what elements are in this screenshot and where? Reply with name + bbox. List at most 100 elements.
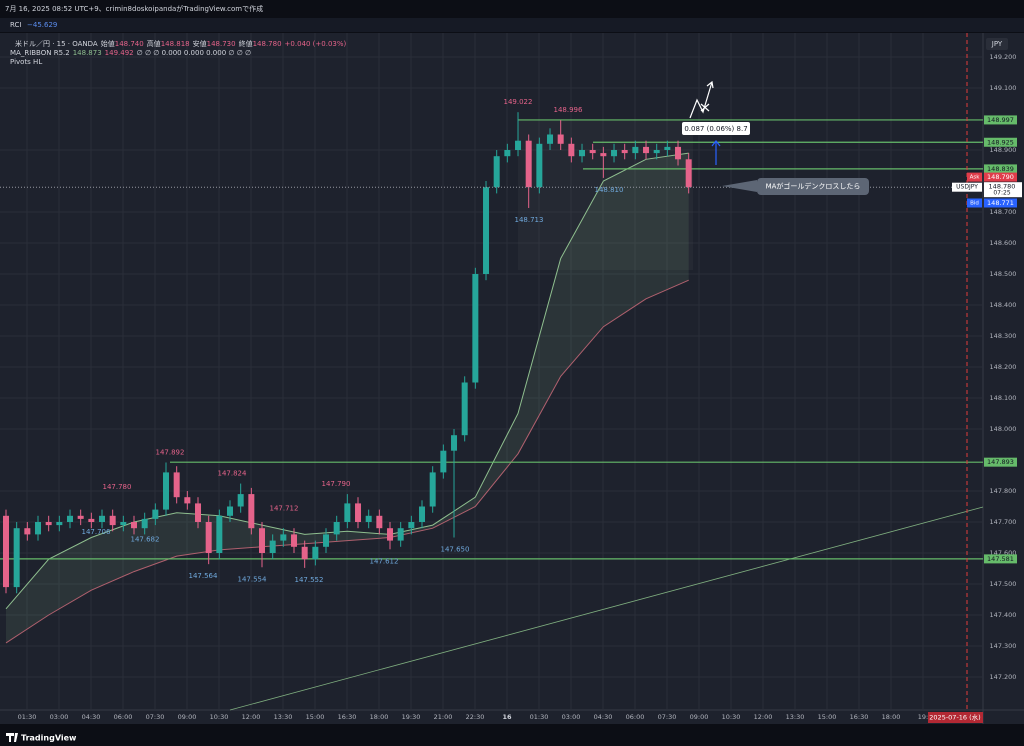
y-tick-label: 147.300 (990, 642, 1017, 650)
symbol-tag (952, 182, 982, 192)
indicator-bar (0, 18, 1024, 32)
y-tick-label: 148.000 (990, 425, 1017, 433)
level-badge (984, 554, 1017, 564)
x-tick-label: 04:30 (594, 713, 613, 721)
y-tick-label: 147.800 (990, 487, 1017, 495)
measure-label: 0.087 (0.06%) 8.7 (684, 125, 747, 133)
candle-body (525, 140, 532, 188)
x-tick-label: 06:00 (114, 713, 133, 721)
pivot-low-label: 148.713 (515, 216, 544, 224)
x-tick-label: 13:30 (786, 713, 805, 721)
ohlc-value: 148.780 (253, 40, 282, 48)
candle-body (131, 522, 138, 529)
candle-body (88, 518, 95, 522)
candle-body (611, 150, 618, 157)
y-tick-label: 148.600 (990, 239, 1017, 247)
candle-body (344, 503, 351, 522)
ohlc-value: 148.740 (115, 40, 144, 48)
candle-body (579, 150, 586, 157)
callout-box (757, 178, 869, 195)
pivot-high-label: 147.780 (103, 483, 132, 491)
y-tick-label: 148.700 (990, 208, 1017, 216)
projection-shade (518, 120, 693, 270)
y-tick-label: 148.200 (990, 363, 1017, 371)
ask-tag (967, 172, 982, 182)
level-badge (984, 164, 1017, 174)
y-tick-label: 147.500 (990, 580, 1017, 588)
footer-brand: TradingView (21, 734, 77, 743)
candle-body (632, 146, 639, 154)
candle-body (653, 150, 660, 154)
y-tick-label: 147.200 (990, 673, 1017, 681)
candle-body (600, 153, 607, 157)
candle-body (227, 506, 234, 516)
candle-body (312, 546, 319, 560)
currency-badge[interactable] (986, 38, 1008, 50)
candle-body (589, 150, 596, 154)
candle-body (141, 518, 148, 529)
pivot-low-label: 147.564 (189, 572, 218, 580)
x-tick-label: 22:30 (466, 713, 485, 721)
measure-arrow (711, 140, 721, 165)
candle-body (35, 522, 42, 535)
symbol: 米ドル／円 · 15 · OANDA (15, 39, 98, 48)
x-tick-label: 15:00 (306, 713, 325, 721)
candle-body (461, 382, 468, 436)
candle-body (536, 143, 543, 188)
pivot-high-label: 148.996 (554, 106, 583, 114)
candle-body (557, 134, 564, 144)
y-tick-label: 147.600 (990, 549, 1017, 557)
ma-line: MA_RIBBON R5.2 148.873 149.492 ∅ ∅ ∅ 0.000 … (10, 49, 251, 57)
x-tick-label: 15:00 (818, 713, 837, 721)
candle-body (301, 546, 308, 560)
ma-rest: ∅ ∅ ∅ 0.000 0.000 0.000 ∅ ∅ ∅ (137, 49, 252, 57)
candle-body (515, 140, 522, 150)
x-tick-label: 10:30 (722, 713, 741, 721)
candle-body (291, 534, 298, 547)
bid-badge (984, 198, 1017, 208)
level-label: 147.581 (987, 555, 1014, 563)
y-tick-label: 149.200 (990, 53, 1017, 61)
date-label: 2025-07-16 (水) (929, 713, 980, 722)
pivot-high-label: 149.022 (504, 98, 533, 106)
candle-body (376, 515, 383, 529)
x-tick-label: 10:30 (210, 713, 229, 721)
y-tick-label: 147.700 (990, 518, 1017, 526)
indicator-name: RCI (10, 21, 21, 29)
level-label: 148.997 (987, 116, 1014, 124)
candle-body (248, 494, 255, 529)
pivot-low-label: 147.552 (295, 576, 324, 584)
date-badge (928, 712, 983, 723)
x-tick-label: 16 (502, 713, 512, 721)
x-tick-label: 04:30 (82, 713, 101, 721)
candle-body (99, 515, 106, 522)
currency: JPY (991, 40, 1003, 48)
indicator-value: −45.629 (27, 21, 57, 29)
ask-badge (984, 172, 1017, 182)
candle-body (419, 506, 426, 522)
candle-body (216, 515, 223, 553)
candle-body (621, 150, 628, 154)
ma-value: 148.873 (73, 49, 102, 57)
trend-line (229, 506, 984, 711)
pivot-high-label: 147.824 (218, 470, 247, 478)
candle-body (67, 515, 74, 522)
y-tick-label: 149.100 (990, 84, 1017, 92)
ohlc-value: 148.730 (207, 40, 236, 48)
last-label: 148.780 (989, 183, 1016, 191)
ma-line (5, 279, 689, 644)
grid (0, 33, 983, 710)
ohlc-line: 米ドル／円 · 15 · OANDA 始値148.740 高値148.818 安値14… (15, 39, 347, 48)
x-tick-label: 18:00 (370, 713, 389, 721)
candle-body (195, 503, 202, 522)
logo (6, 733, 18, 742)
x-tick-label: 01:30 (18, 713, 37, 721)
ma-name: MA_RIBBON R5.2 (10, 49, 70, 57)
candle-body (56, 522, 63, 526)
candle-body (547, 134, 554, 144)
ohlc-label: 高値 (147, 39, 161, 48)
pivot-low-label: 147.554 (238, 575, 267, 583)
candle-body (45, 522, 52, 526)
